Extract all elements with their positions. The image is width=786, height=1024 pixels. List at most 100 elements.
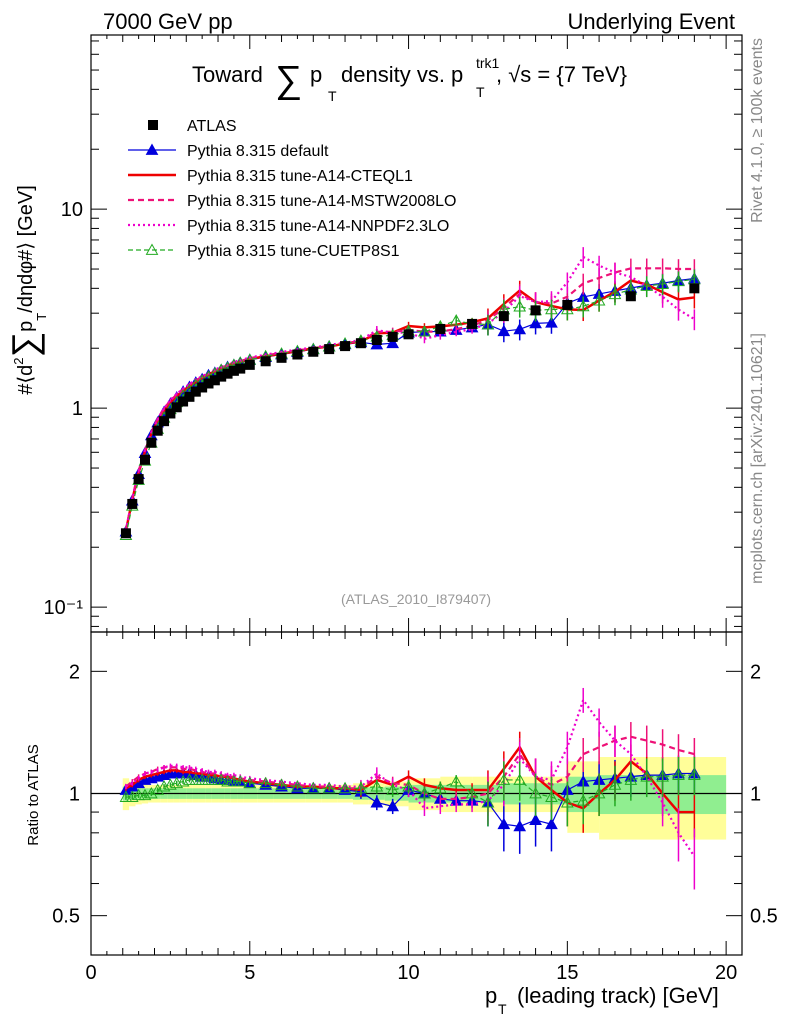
series-main-mstw xyxy=(124,258,696,532)
plot-area xyxy=(90,34,743,956)
ratio-marker-open-triangle xyxy=(513,773,527,785)
ratio-marker-open-triangle xyxy=(183,773,196,785)
header-right: Underlying Event xyxy=(567,9,735,34)
series-line-default xyxy=(125,277,695,532)
legend: ATLAS Pythia 8.315 default Pythia 8.315 … xyxy=(128,118,456,260)
data-point xyxy=(228,365,239,376)
ratio-y-label: Ratio to ATLAS xyxy=(25,744,42,845)
x-tick-label-5: 5 xyxy=(244,962,255,984)
ratio-marker-open-triangle xyxy=(608,778,622,790)
data-point xyxy=(308,346,319,357)
title-tail: , √s = {7 TeV} xyxy=(496,62,627,87)
ratio-marker-open-triangle xyxy=(227,775,241,787)
xlabel-p: p xyxy=(485,983,497,1008)
marker-triangle xyxy=(545,316,558,328)
title-sum-symbol: ∑ xyxy=(275,59,302,101)
data-point xyxy=(184,391,195,402)
ratio-marker-open-triangle xyxy=(640,770,654,782)
series-ratio-cuetp xyxy=(119,757,701,827)
series-main-cuetp xyxy=(119,269,701,540)
x-tick-label-0: 0 xyxy=(85,962,96,984)
marker-triangle xyxy=(529,316,542,329)
ratio-marker-open-triangle xyxy=(465,786,479,799)
ratio-y-tick-label-0.5: 0.5 xyxy=(52,906,80,928)
ratio-y-tick-label-1: 1 xyxy=(69,784,80,806)
ratio-y-tick-label-right-1: 1 xyxy=(750,784,761,806)
y-tick-label-0.1: 10⁻¹ xyxy=(44,597,84,619)
title-sup: trk1 xyxy=(476,55,500,71)
title-p: p xyxy=(310,62,322,87)
data-point xyxy=(216,371,227,382)
ratio-marker-open-triangle xyxy=(592,786,606,799)
marker-open-triangle xyxy=(481,317,495,330)
tick-labels: 10⁻¹ 1 10 0.5 1 2 0.5 1 2 0 5 10 15 20 xyxy=(44,199,778,984)
title-p-sub: T xyxy=(328,88,337,104)
data-point xyxy=(197,382,208,393)
legend-label-mstw: Pythia 8.315 tune-A14-MSTW2008LO xyxy=(187,193,456,210)
ratio-marker-open-triangle xyxy=(208,773,222,785)
data-point xyxy=(203,378,214,389)
data-point xyxy=(178,396,189,407)
marker-triangle xyxy=(497,324,511,337)
analysis-id: (ATLAS_2010_I879407) xyxy=(341,591,491,607)
ratio-marker-open-triangle xyxy=(259,776,273,789)
ratio-marker-open-triangle xyxy=(672,768,685,781)
ratio-marker-open-triangle xyxy=(529,786,542,799)
ratio-marker-open-triangle xyxy=(449,775,463,787)
xlabel-tail: (leading track) [GeV] xyxy=(517,983,719,1008)
data-point xyxy=(133,474,144,485)
data-point xyxy=(127,498,138,509)
marker-open-triangle xyxy=(576,299,590,312)
data-point xyxy=(276,352,287,363)
x-tick-label-20: 20 xyxy=(715,962,737,984)
series-main-cteql1 xyxy=(124,270,696,533)
data-point xyxy=(260,356,271,367)
data-point xyxy=(467,318,478,329)
data-point xyxy=(530,305,541,316)
ratio-marker-open-triangle xyxy=(119,790,133,802)
data-point xyxy=(340,341,351,352)
data-point xyxy=(387,331,398,342)
marker-open-triangle xyxy=(418,325,431,337)
marker-open-triangle xyxy=(545,302,558,315)
side-label-mcplots: mcplots.cern.ch [arXiv:2401.10621] xyxy=(749,333,766,584)
ratio-line-nnpdf xyxy=(125,697,696,857)
ratio-marker-open-triangle xyxy=(338,781,352,794)
legend-label-cuetp: Pythia 8.315 tune-CUETP8S1 xyxy=(187,243,400,260)
data-point xyxy=(146,437,157,448)
legend-label-default: Pythia 8.315 default xyxy=(187,143,329,160)
series-main-default xyxy=(119,268,701,537)
ratio-marker-open-triangle xyxy=(195,773,209,785)
data-point xyxy=(159,416,170,427)
ylabel-part-e: T xyxy=(34,313,49,321)
marker-triangle xyxy=(513,322,527,335)
data-point xyxy=(152,425,163,436)
marker-open-triangle xyxy=(449,314,463,326)
ratio-marker-open-triangle xyxy=(576,794,590,806)
ylabel-part-f: /dηdφ#⟩ [GeV] xyxy=(15,185,37,313)
series-line-cteql1 xyxy=(124,279,695,531)
data-point xyxy=(235,363,246,374)
ratio-marker-open-triangle xyxy=(322,781,336,794)
legend-marker-default xyxy=(145,143,159,155)
y-tick-label-10: 10 xyxy=(61,199,83,221)
ratio-marker-open-triangle xyxy=(214,773,228,785)
data-point xyxy=(165,408,176,419)
marker-open-triangle xyxy=(592,294,606,306)
data-point xyxy=(120,528,131,539)
ratio-marker-open-triangle xyxy=(202,773,215,785)
data-point xyxy=(403,329,414,340)
ratio-y-tick-label-2: 2 xyxy=(69,661,80,683)
ratio-marker-open-triangle xyxy=(624,773,638,785)
marker-open-triangle xyxy=(608,287,622,300)
data-point xyxy=(435,323,446,334)
ratio-marker-open-triangle xyxy=(370,780,384,792)
series-line-nnpdf xyxy=(124,255,695,531)
side-label-rivet: Rivet 4.1.0, ≥ 100k events xyxy=(749,38,766,223)
data-point xyxy=(355,338,366,349)
ylabel-part-b: 2 xyxy=(11,357,26,364)
legend-label-atlas: ATLAS xyxy=(187,118,237,135)
ratio-marker-open-triangle xyxy=(481,796,495,808)
series-line-cuetp xyxy=(125,278,695,536)
